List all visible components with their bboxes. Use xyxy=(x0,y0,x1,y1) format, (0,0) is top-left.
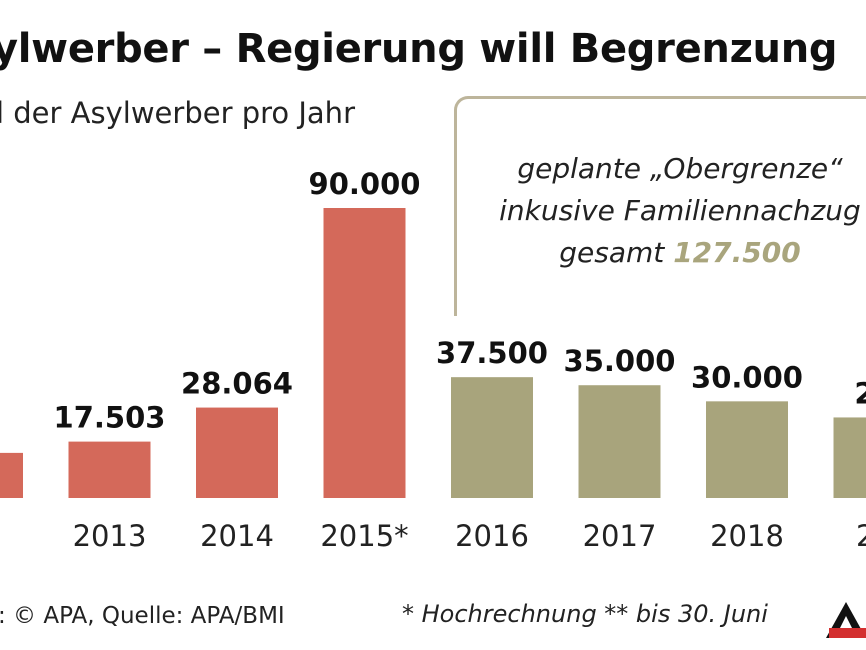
bar-20 xyxy=(833,417,866,498)
footnote: * Hochrechnung ** bis 30. Juni xyxy=(402,600,768,628)
value-label-2015*: 90.000 xyxy=(309,167,421,201)
bar-2018 xyxy=(706,401,788,498)
bar-2017 xyxy=(578,385,661,498)
bar-2 xyxy=(0,452,23,498)
apa-logo-icon xyxy=(826,602,866,638)
bar-chart: 13217.503201328.064201490.0002015*37.500… xyxy=(0,167,866,553)
value-label-2018: 30.000 xyxy=(691,360,803,394)
value-label-2017: 35.000 xyxy=(564,344,676,378)
bar-2016 xyxy=(451,377,533,498)
value-label-2013: 17.503 xyxy=(54,401,166,435)
bar-2015* xyxy=(323,208,406,498)
category-label-20: 20 xyxy=(856,519,866,553)
category-label-2015*: 2015* xyxy=(320,519,408,553)
source-credit: : © APA, Quelle: APA/BMI xyxy=(0,603,285,629)
bar-2013 xyxy=(68,441,151,498)
chart-title: ylwerber – Regierung will Begrenzung xyxy=(0,26,838,72)
value-label-2016: 37.500 xyxy=(436,336,548,370)
annotation-total-value: 127.500 xyxy=(673,236,801,269)
planned-bracket xyxy=(454,96,866,316)
annotation-line-2: inkusive Familiennachzug xyxy=(499,194,861,227)
annotation-line-3: gesamt 127.500 xyxy=(470,236,866,269)
value-label-2: 13 xyxy=(0,412,2,446)
category-label-2013: 2013 xyxy=(73,519,147,553)
category-label-2014: 2014 xyxy=(200,519,274,553)
value-label-2014: 28.064 xyxy=(181,367,293,401)
annotation-line-1: geplante „Obergrenze“ xyxy=(517,152,843,185)
category-label-2016: 2016 xyxy=(455,519,529,553)
category-label-2017: 2017 xyxy=(583,519,657,553)
bar-2014 xyxy=(196,407,278,498)
value-label-20: 25 xyxy=(854,376,866,410)
category-label-2018: 2018 xyxy=(710,519,784,553)
chart-subtitle: l der Asylwerber pro Jahr xyxy=(0,96,355,130)
annotation-total-prefix: gesamt xyxy=(559,236,674,269)
